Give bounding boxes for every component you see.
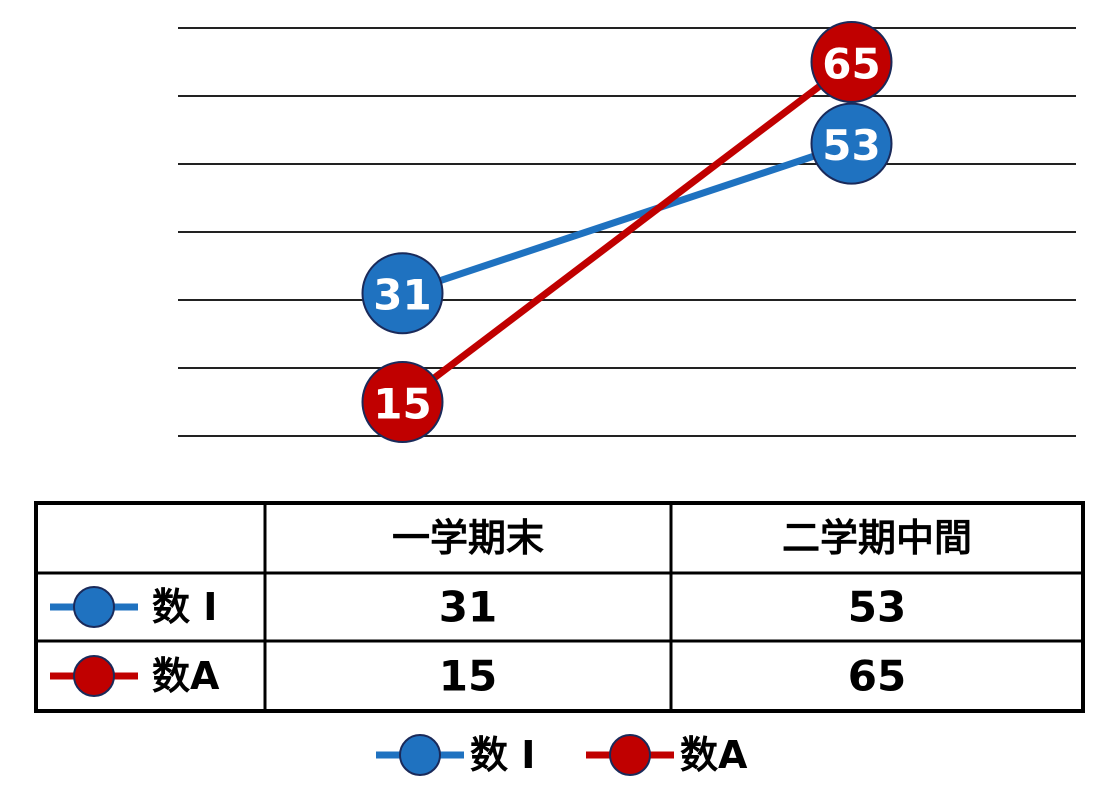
table-border: [34, 501, 1085, 713]
table-header: 二学期中間: [782, 516, 972, 560]
legend-marker: [73, 586, 115, 628]
legend-label: 数A: [680, 733, 748, 777]
legend-marker: [73, 655, 115, 697]
table-row-label: 数A: [152, 654, 220, 698]
table-header: 一学期末: [392, 516, 544, 560]
series-line: [401, 140, 853, 297]
data-label: 53: [822, 121, 880, 170]
data-label: 15: [373, 380, 431, 429]
point: [361, 252, 444, 335]
table-value: 65: [848, 652, 906, 701]
data-label: 31: [373, 271, 431, 320]
point: [810, 21, 893, 103]
table-row-label: 数 I: [152, 585, 217, 629]
data-label: 65: [822, 40, 880, 89]
legend-marker: [399, 734, 441, 776]
table-value: 31: [439, 583, 497, 632]
point: [810, 102, 893, 185]
legend-marker: [609, 734, 651, 776]
table-value: 53: [848, 583, 906, 632]
point: [361, 361, 444, 443]
legend-label: 数 I: [470, 733, 535, 777]
table-value: 15: [439, 652, 497, 701]
series-line: [400, 59, 854, 405]
